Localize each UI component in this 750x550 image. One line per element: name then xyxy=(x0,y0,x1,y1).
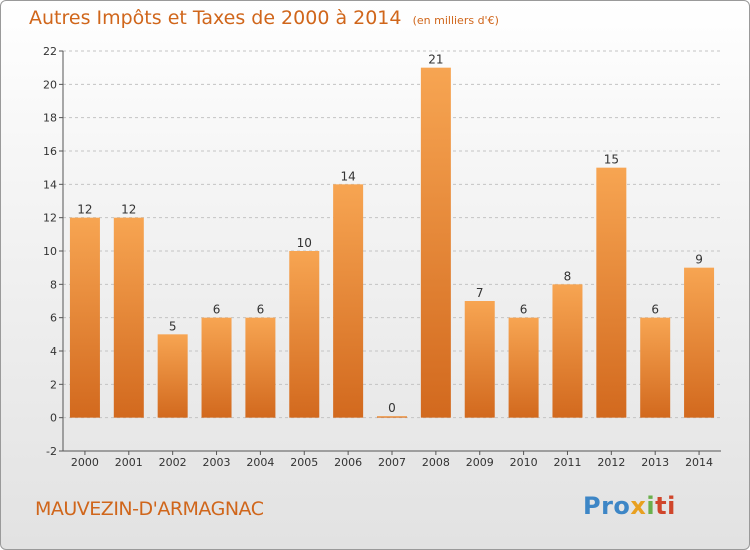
bar-2000 xyxy=(69,217,100,418)
y-tick-label: 14 xyxy=(43,178,57,191)
data-label-2008: 21 xyxy=(428,53,443,67)
y-tick-label: 22 xyxy=(43,45,57,58)
y-tick-label: 18 xyxy=(43,112,57,125)
bar-2004 xyxy=(245,317,276,418)
data-label-2001: 12 xyxy=(121,203,136,217)
bar-2003 xyxy=(201,317,232,418)
x-tick-label: 2004 xyxy=(246,456,274,469)
proxiti-logo[interactable]: Proxiti xyxy=(583,492,676,520)
bar-2009 xyxy=(464,301,495,418)
x-tick-label: 2000 xyxy=(71,456,99,469)
data-label-2006: 14 xyxy=(340,169,355,183)
x-tick-label: 2009 xyxy=(466,456,494,469)
bars xyxy=(69,67,715,418)
bar-2010 xyxy=(508,317,539,418)
y-tick-label: -2 xyxy=(46,445,57,458)
x-tick-label: 2002 xyxy=(159,456,187,469)
bar-2014 xyxy=(684,267,715,418)
data-label-2014: 9 xyxy=(695,253,703,267)
bar-2001 xyxy=(113,217,144,418)
x-tick-label: 2007 xyxy=(378,456,406,469)
x-tick-label: 2001 xyxy=(115,456,143,469)
x-tick-label: 2008 xyxy=(422,456,450,469)
data-label-2009: 7 xyxy=(476,286,484,300)
x-tick-label: 2006 xyxy=(334,456,362,469)
y-tick-label: 10 xyxy=(43,245,57,258)
bar-2012 xyxy=(596,167,627,418)
chart-title-block: Autres Impôts et Taxes de 2000 à 2014 (e… xyxy=(29,7,499,29)
y-tick-label: 8 xyxy=(50,278,57,291)
data-label-2007: 0 xyxy=(388,401,396,415)
y-tick-label: 6 xyxy=(50,312,57,325)
commune-name: MAUVEZIN-D'ARMAGNAC xyxy=(35,498,264,520)
x-tick-label: 2005 xyxy=(290,456,318,469)
bar-2013 xyxy=(640,317,671,418)
chart-subtitle: (en milliers d'€) xyxy=(412,14,499,27)
axes: -2 0 2 4 6 8 10 12 14 16 18 20 22 2000 2001 2002 2003 200… xyxy=(43,45,721,469)
bar-2006 xyxy=(333,184,364,418)
bar-2007 xyxy=(377,416,407,418)
x-tick-label: 2010 xyxy=(510,456,538,469)
bar-2002 xyxy=(157,334,188,418)
y-tick-label: 4 xyxy=(50,345,57,358)
bar-2008 xyxy=(420,67,451,418)
x-tick-label: 2011 xyxy=(553,456,581,469)
data-label-2005: 10 xyxy=(297,236,312,250)
data-label-2012: 15 xyxy=(604,153,619,167)
chart-title: Autres Impôts et Taxes de 2000 à 2014 xyxy=(29,7,402,29)
data-label-2000: 12 xyxy=(77,203,92,217)
data-label-2004: 6 xyxy=(257,303,265,317)
data-label-2010: 6 xyxy=(520,303,528,317)
bar-2005 xyxy=(289,251,320,418)
y-tick-label: 2 xyxy=(50,378,57,391)
data-label-2011: 8 xyxy=(564,269,572,283)
x-tick-label: 2012 xyxy=(597,456,625,469)
data-labels: 12 12 5 6 6 10 14 0 21 7 6 8 15 6 9 xyxy=(77,53,703,415)
data-label-2002: 5 xyxy=(169,319,177,333)
x-tick-label: 2013 xyxy=(641,456,669,469)
y-tick-label: 12 xyxy=(43,212,57,225)
x-tick-label: 2003 xyxy=(203,456,231,469)
y-tick-label: 16 xyxy=(43,145,57,158)
y-tick-label: 0 xyxy=(50,412,57,425)
data-label-2003: 6 xyxy=(213,303,221,317)
bar-2011 xyxy=(552,284,583,418)
data-label-2013: 6 xyxy=(651,303,659,317)
x-tick-label: 2014 xyxy=(685,456,713,469)
y-tick-label: 20 xyxy=(43,78,57,91)
